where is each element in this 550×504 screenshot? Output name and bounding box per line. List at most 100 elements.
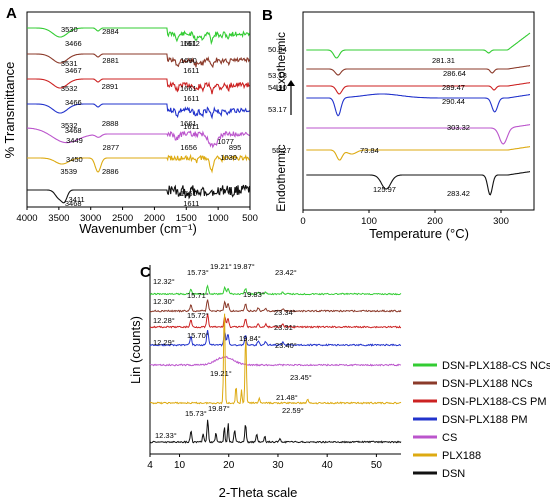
peak-label-c: 15.71° (187, 291, 209, 300)
spectrum-cs (27, 127, 250, 149)
diffractogram-cs (149, 355, 402, 367)
peak-label-c: 15.72° (187, 311, 209, 320)
x-tick-label-a: 500 (242, 213, 258, 224)
peak-label-b: 54.90 (268, 83, 287, 92)
peak-label-b: 53.17 (268, 105, 287, 114)
peak-label-a: 3468 (65, 199, 82, 208)
diffractogram-dsn-plx188-cs-ncs (149, 284, 402, 296)
peak-label-a: 2881 (102, 56, 119, 65)
thermogram-dsn-plx188-ncs (306, 65, 531, 76)
x-axis-label-b: Temperature (°C) (369, 226, 469, 241)
peak-label-a: 1661 (180, 119, 197, 128)
plot-frame-a (26, 11, 251, 208)
legend: DSN-PLX188-CS NCs DSN-PLX188 NCs DSN-PLX18… (413, 360, 550, 480)
peak-label-c: 12.29° (153, 338, 175, 347)
thermogram-plx188 (306, 146, 531, 161)
peak-label-c: 12.30° (153, 297, 175, 306)
x-tick-label-c: 10 (174, 460, 186, 471)
thermogram-cs (306, 124, 531, 145)
peak-label-a: 1656 (180, 143, 197, 152)
panel-label-c: C (140, 264, 151, 281)
peak-label-c: 23.31° (274, 323, 296, 332)
x-tick-label-c: 50 (371, 460, 383, 471)
panel-label-a: A (6, 5, 17, 22)
peak-label-b: 289.47 (442, 83, 465, 92)
panel-c: C 4 10 20 30 40 50 2-Theta scale Lin (counts) 12.… (128, 262, 402, 500)
peak-label-c: 22.59° (282, 406, 304, 415)
x-tick-label-c: 20 (223, 460, 235, 471)
x-tick-label-b: 200 (427, 216, 443, 227)
peak-label-b: 53.18 (268, 71, 287, 80)
diffractogram-dsn-plx188-pm (149, 330, 402, 347)
peak-label-b: 281.31 (432, 56, 455, 65)
peak-label-a: 3468 (65, 126, 82, 135)
peak-label-a: 1611 (183, 199, 199, 208)
peak-label-a: 1077 (217, 137, 234, 146)
peak-label-a: 3466 (65, 98, 82, 107)
peak-label-a: 1612 (183, 39, 200, 48)
peak-label-a: 1661 (180, 84, 197, 93)
exo-arrow-head (287, 80, 295, 86)
peak-label-a: 3530 (61, 25, 78, 34)
x-tick-label-c: 4 (147, 460, 153, 471)
peak-label-a: 2886 (102, 167, 119, 176)
diffractogram-dsn-plx188-ncs (149, 299, 402, 313)
x-tick-label-b: 300 (493, 216, 509, 227)
x-tick-label-a: 2500 (112, 213, 133, 224)
peak-label-b: 283.42 (447, 189, 470, 198)
peak-label-c: 19.83° (243, 290, 265, 299)
spectrum-dsn-plx188-cs-pm (27, 78, 250, 95)
peak-label-a: 3532 (61, 121, 78, 130)
peak-label-c: 15.70° (187, 331, 209, 340)
diffractogram-dsn (149, 419, 402, 444)
peak-label-a: 1611 (183, 66, 199, 75)
diffractogram-dsn-plx188-cs-pm (149, 313, 402, 329)
legend-label: DSN-PLX188-CS PM (442, 396, 547, 408)
panel-label-b: B (262, 7, 273, 24)
panel-a: A 4000 3500 3000 2500 2000 1500 1000 500 Wavenumb… (2, 5, 258, 236)
peak-label-a: 3531 (61, 59, 78, 68)
legend-label: DSN-PLX188-CS NCs (442, 360, 550, 372)
peak-label-b: 303.32 (447, 123, 470, 132)
peak-label-c: 19.87° (208, 404, 230, 413)
x-tick-label-a: 4000 (16, 213, 37, 224)
y-axis-label-a: % Transmittance (2, 62, 17, 159)
y-axis-label-endothermic: Endothermic (274, 144, 288, 211)
peak-label-a: 1660 (180, 56, 197, 65)
peak-label-b: 125.97 (373, 185, 396, 194)
spectrum-dsn-plx188-cs-ncs (27, 27, 251, 46)
x-axis-label-c: 2-Theta scale (219, 485, 298, 500)
y-axis-label-exothermic: Exothermic (274, 32, 288, 92)
peak-label-c: 23.34° (274, 308, 296, 317)
peak-label-c: 19.87° (233, 262, 255, 271)
peak-label-a: 3539 (60, 167, 77, 176)
legend-label: DSN (442, 468, 465, 480)
diffractogram-plx188 (149, 313, 402, 405)
thermogram-dsn-plx188-cs-pm (306, 82, 531, 95)
peak-label-a: 1030 (220, 153, 237, 162)
peak-label-c: 19.21° (210, 369, 232, 378)
x-tick-label-b: 100 (361, 216, 377, 227)
legend-label: CS (442, 432, 457, 444)
peak-label-b: 286.64 (443, 69, 466, 78)
x-tick-label-c: 40 (322, 460, 334, 471)
spectrum-dsn-plx188-pm (27, 103, 250, 120)
peak-label-a: 3466 (65, 39, 82, 48)
spectrum-dsn-plx188-ncs (27, 53, 250, 69)
legend-label: PLX188 (442, 450, 481, 462)
x-tick-label-a: 3500 (48, 213, 69, 224)
peak-label-a: 1611 (183, 122, 199, 131)
legend-label: DSN-PLX188 NCs (442, 378, 533, 390)
peak-label-a: 3532 (61, 84, 78, 93)
peak-label-a: 1661 (180, 189, 197, 198)
x-tick-label-a: 1500 (176, 213, 197, 224)
panel-b: B 0 100 200 300 Temperature (°C) Exothermic End… (262, 7, 535, 241)
x-tick-label-c: 30 (272, 460, 284, 471)
peak-label-a: 2877 (103, 143, 120, 152)
y-axis-label-c: Lin (counts) (128, 316, 143, 384)
thermogram-dsn-plx188-pm (306, 93, 531, 117)
peak-label-a: 1611 (183, 94, 199, 103)
peak-label-b: 50.84 (268, 45, 287, 54)
x-tick-label-a: 2000 (144, 213, 165, 224)
peak-label-b: 290.44 (442, 97, 465, 106)
